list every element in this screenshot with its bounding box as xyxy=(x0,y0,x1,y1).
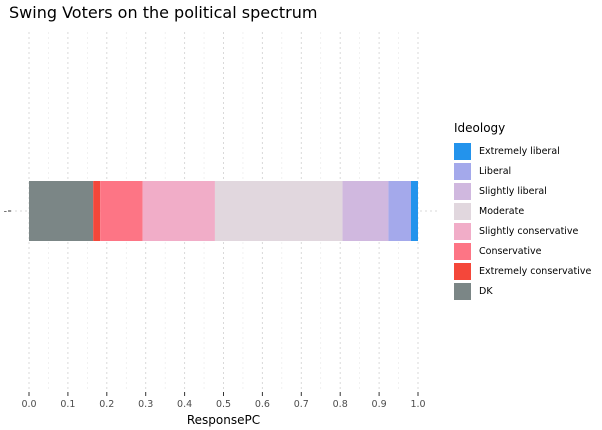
x-tick-label: 0.8 xyxy=(333,399,348,410)
legend-swatch xyxy=(454,242,471,260)
legend-item: DK xyxy=(454,281,591,301)
bar-segment-conservative xyxy=(100,181,143,241)
legend-item: Liberal xyxy=(454,161,591,181)
legend-label: Slightly liberal xyxy=(479,185,547,197)
legend-label: Slightly conservative xyxy=(479,225,579,237)
x-tick-label: 0.0 xyxy=(21,399,36,410)
x-tick-label: 0.6 xyxy=(255,399,270,410)
x-tick-label: 1.0 xyxy=(410,399,425,410)
legend-label: Moderate xyxy=(479,205,525,217)
bar-segment-slightly-conservative xyxy=(142,181,215,241)
y-tick-label: - xyxy=(4,207,7,218)
legend-swatch xyxy=(454,282,471,300)
legend-label: DK xyxy=(479,285,493,297)
legend-item: Extremely conservative xyxy=(454,261,591,281)
bar-segment-liberal xyxy=(388,181,411,241)
x-tick-label: 0.2 xyxy=(99,399,114,410)
legend-title: Ideology xyxy=(454,121,506,135)
legend-item: Extremely liberal xyxy=(454,141,591,161)
legend-label: Extremely conservative xyxy=(479,265,592,277)
bar-segment-dk xyxy=(29,181,94,241)
bar-segment-slightly-liberal xyxy=(342,181,389,241)
x-tick-label: 0.5 xyxy=(216,399,231,410)
x-tick-label: 0.7 xyxy=(294,399,309,410)
legend-swatch xyxy=(454,162,471,180)
legend-label: Liberal xyxy=(479,165,512,177)
legend: Ideology Extremely liberal Liberal Slightl… xyxy=(454,121,591,301)
bar-segment-extremely-conservative xyxy=(93,181,101,241)
legend-item: Conservative xyxy=(454,241,591,261)
x-tick-label: 0.1 xyxy=(60,399,75,410)
legend-swatch xyxy=(454,262,471,280)
bar-segment-moderate xyxy=(214,181,343,241)
legend-item: Slightly conservative xyxy=(454,221,591,241)
bar-segment-extremely-liberal xyxy=(410,181,418,241)
chart-title: Swing Voters on the political spectrum xyxy=(9,3,318,22)
x-tick-label: 0.3 xyxy=(138,399,153,410)
legend-swatch xyxy=(454,182,471,200)
legend-item: Slightly liberal xyxy=(454,181,591,201)
legend-label: Extremely liberal xyxy=(479,145,560,157)
x-axis-label: ResponsePC xyxy=(187,413,260,427)
x-tick-label: 0.9 xyxy=(372,399,387,410)
x-tick-label: 0.4 xyxy=(177,399,192,410)
legend-swatch xyxy=(454,142,471,160)
legend-item: Moderate xyxy=(454,201,591,221)
legend-swatch xyxy=(454,202,471,220)
legend-swatch xyxy=(454,222,471,240)
legend-label: Conservative xyxy=(479,245,542,257)
